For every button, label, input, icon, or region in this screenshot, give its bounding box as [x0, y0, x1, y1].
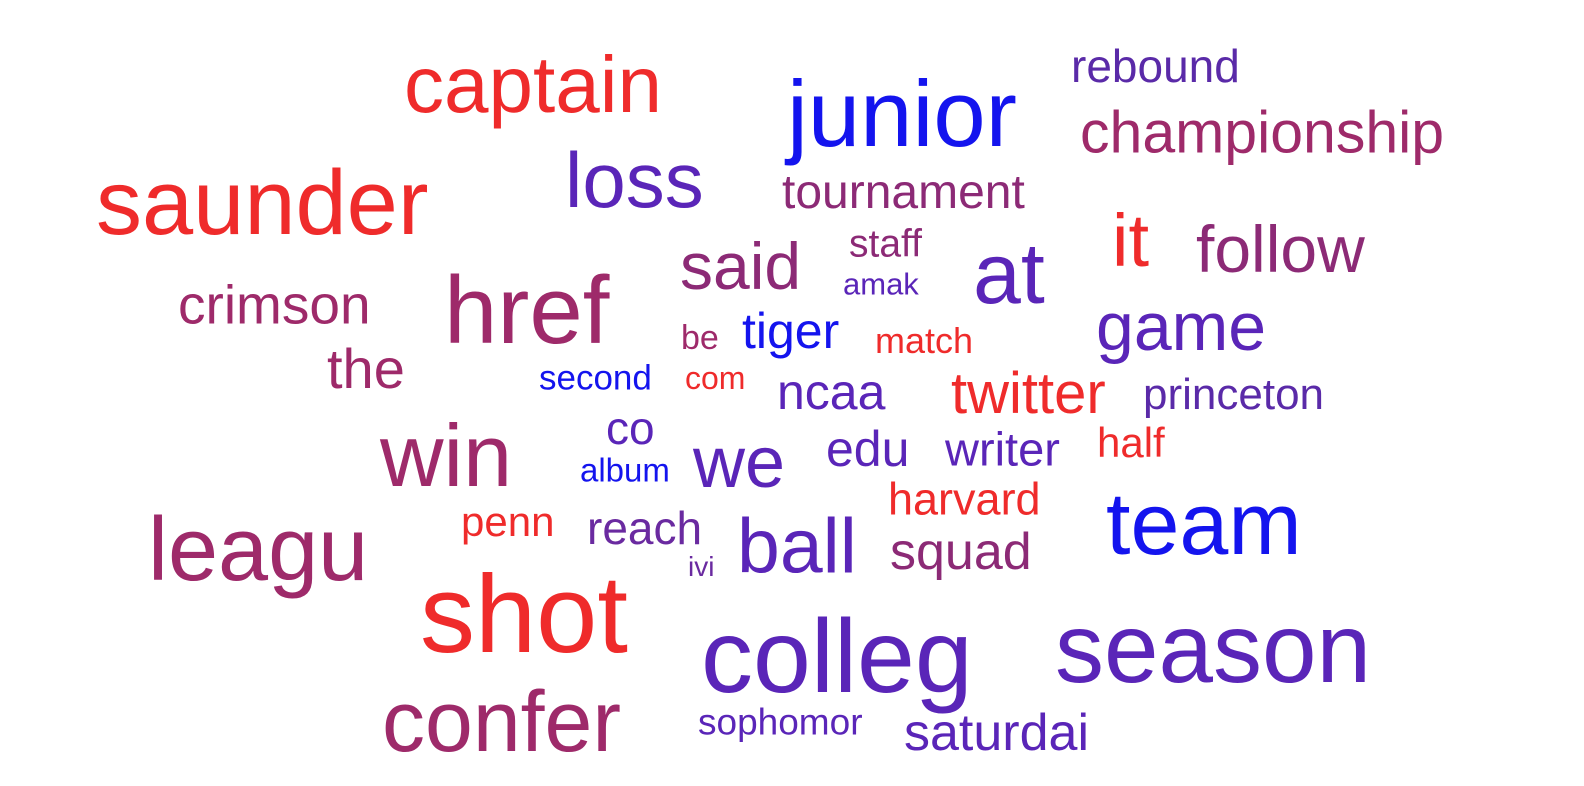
word-team: team — [1106, 474, 1302, 573]
word-ncaa: ncaa — [777, 364, 886, 420]
word-loss: loss — [565, 136, 704, 224]
word-sophomor: sophomor — [698, 701, 863, 743]
word-writer: writer — [945, 422, 1060, 476]
word-princeton: princeton — [1143, 370, 1325, 419]
word-win: win — [380, 406, 513, 505]
word-follow: follow — [1196, 212, 1365, 286]
word-saturdai: saturdai — [904, 704, 1089, 762]
word-squad: squad — [890, 523, 1032, 581]
word-game: game — [1096, 289, 1267, 365]
word-twitter: twitter — [951, 361, 1106, 426]
word-tiger: tiger — [742, 303, 840, 359]
word-crimson: crimson — [178, 273, 371, 336]
word-tournament: tournament — [782, 166, 1025, 219]
word-at: at — [973, 226, 1045, 322]
word-amak: amak — [843, 266, 919, 302]
word-reach: reach — [587, 502, 703, 554]
word-penn: penn — [461, 498, 555, 545]
word-half: half — [1097, 419, 1165, 466]
word-championship: championship — [1080, 99, 1445, 166]
word-edu: edu — [826, 421, 910, 477]
word-harvard: harvard — [888, 473, 1041, 525]
word-staff: staff — [849, 222, 922, 266]
word-ivi: ivi — [688, 551, 715, 582]
word-href: href — [444, 257, 610, 364]
word-season: season — [1055, 593, 1372, 703]
word-match: match — [875, 320, 974, 361]
word-we: we — [693, 423, 786, 503]
word-captain: captain — [404, 40, 662, 129]
word-saunder: saunder — [96, 152, 429, 254]
word-confer: confer — [382, 674, 622, 770]
word-album: album — [580, 451, 670, 489]
word-shot: shot — [420, 553, 628, 676]
word-said: said — [680, 229, 802, 303]
word-leagu: leagu — [148, 500, 369, 600]
word-rebound: rebound — [1071, 40, 1240, 92]
word-second: second — [539, 358, 652, 398]
word-co: co — [606, 402, 655, 454]
word-ball: ball — [737, 503, 857, 590]
word-it: it — [1112, 199, 1149, 282]
word-colleg: colleg — [701, 599, 973, 715]
word-com: com — [685, 360, 746, 396]
word-the: the — [327, 337, 405, 400]
word-be: be — [681, 319, 719, 357]
word-junior: junior — [787, 61, 1017, 166]
